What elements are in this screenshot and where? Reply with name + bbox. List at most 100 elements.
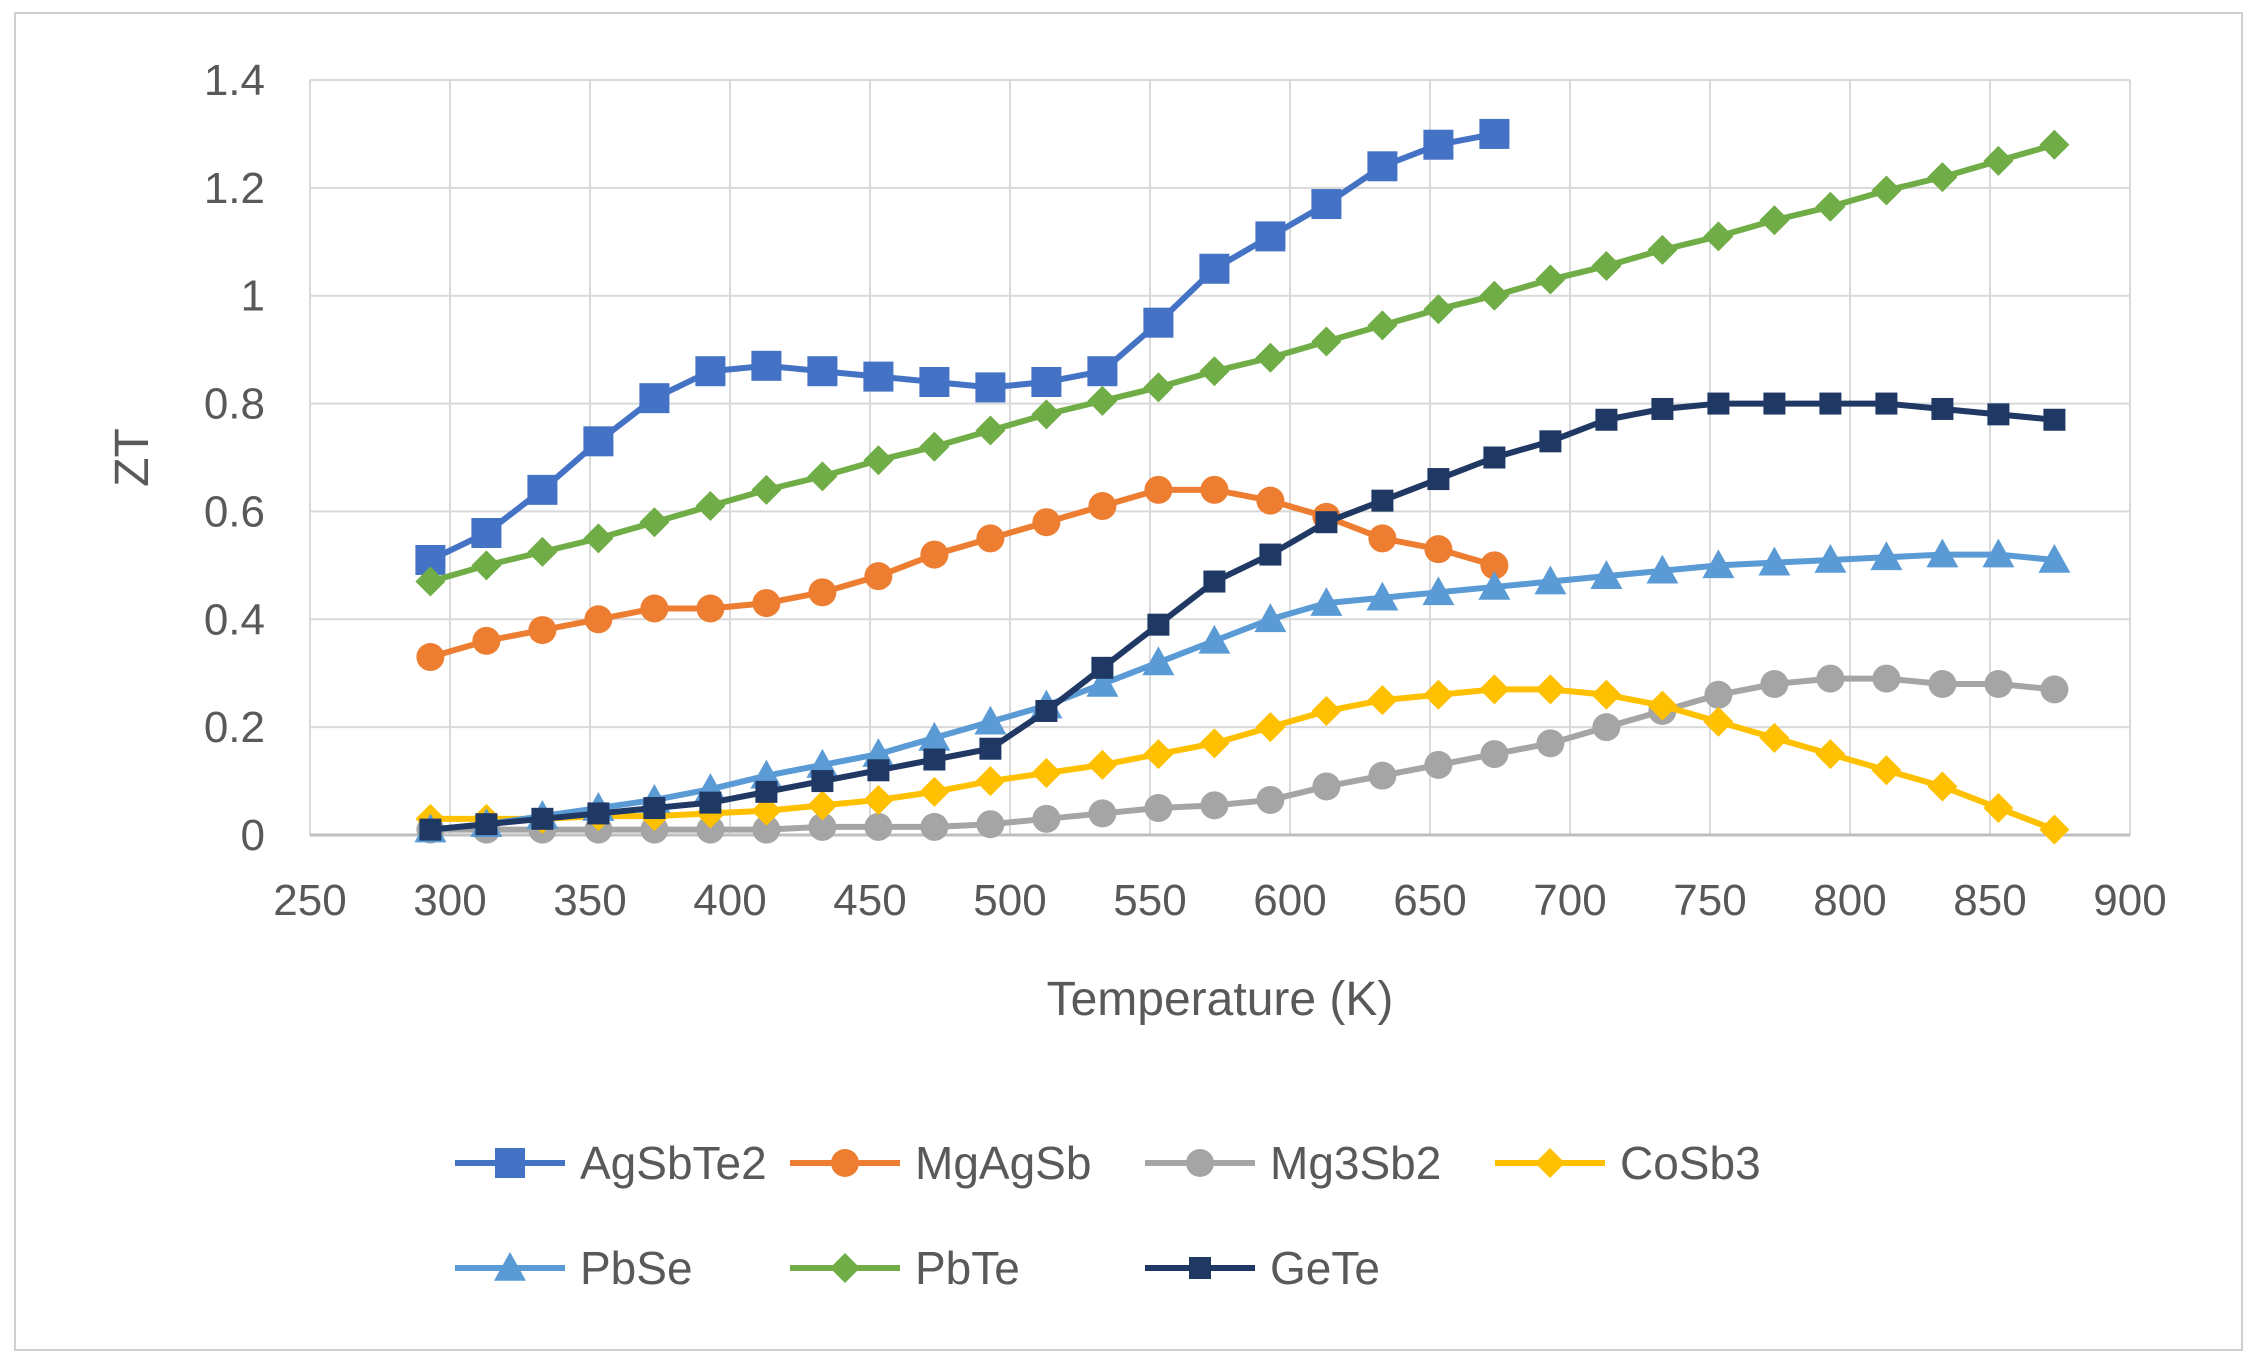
data-point-pbte [1087, 385, 1118, 416]
data-point-cosb3 [1647, 690, 1678, 721]
data-point-gete [531, 807, 554, 830]
data-point-pbse [1982, 538, 2015, 568]
data-point-cosb3 [1031, 757, 1062, 788]
data-point-gete [1931, 397, 1954, 420]
x-tick-label: 500 [973, 876, 1046, 925]
legend-label: Mg3Sb2 [1270, 1137, 1441, 1189]
data-point-agsbte2 [1479, 118, 1510, 149]
legend-label: PbTe [915, 1242, 1020, 1294]
legend-item-agsbte2: AgSbTe2 [455, 1137, 767, 1189]
data-point-gete [1987, 403, 2010, 426]
data-point-cosb3 [1535, 674, 1566, 705]
data-point-cosb3 [1871, 755, 1902, 786]
data-point-mg3sb2 [1368, 761, 1397, 790]
data-point-gete [419, 818, 442, 841]
data-point-pbte [1031, 399, 1062, 430]
x-tick-label: 700 [1533, 876, 1606, 925]
data-point-agsbte2 [751, 350, 782, 381]
x-tick-label: 600 [1253, 876, 1326, 925]
data-point-cosb3 [1983, 793, 2014, 824]
data-point-mg3sb2 [2040, 675, 2069, 704]
data-point-mg3sb2 [1928, 670, 1957, 698]
data-point-agsbte2 [1423, 129, 1454, 160]
tick-labels: 250 300 350 400 450 500 550 600 650 700 750 800 850 9… [204, 56, 2167, 925]
x-tick-label: 250 [273, 876, 346, 925]
data-point-mg3sb2 [864, 812, 893, 841]
legend-marker [1189, 1257, 1211, 1279]
data-point-pbte [1983, 145, 2014, 176]
data-point-cosb3 [1479, 674, 1510, 705]
series-line-pbte [427, 141, 2058, 585]
data-point-cosb3 [863, 784, 894, 815]
data-point-agsbte2 [639, 383, 670, 414]
data-point-pbse [1478, 570, 1511, 600]
data-point-mg3sb2 [752, 815, 781, 844]
data-point-agsbte2 [471, 518, 502, 548]
data-point-agsbte2 [695, 356, 726, 387]
legend-marker [831, 1149, 859, 1177]
data-point-gete [1875, 392, 1898, 415]
legend-label: GeTe [1270, 1242, 1380, 1294]
data-point-pbse [1534, 565, 1567, 595]
data-point-mg3sb2 [1032, 804, 1061, 833]
data-point-gete [643, 797, 666, 820]
series-mg3sb2 [416, 664, 2069, 844]
data-point-pbte [695, 491, 726, 522]
data-point-cosb3 [975, 766, 1006, 797]
x-tick-label: 450 [833, 876, 906, 925]
y-axis-title: ZT [106, 428, 159, 487]
data-point-gete [1147, 613, 1170, 636]
data-point-gete [1427, 468, 1450, 491]
data-point-mgagsb [528, 616, 557, 645]
data-point-mgagsb [416, 643, 445, 672]
y-tick-label: 0 [241, 811, 265, 860]
legend-label: MgAgSb [915, 1137, 1091, 1189]
data-point-pbte [583, 523, 614, 554]
data-point-mg3sb2 [1256, 785, 1285, 814]
data-point-mgagsb [1144, 475, 1173, 504]
data-point-pbse [1646, 554, 1679, 584]
data-point-cosb3 [1311, 695, 1342, 726]
legend-item-mgagsb: MgAgSb [790, 1137, 1091, 1189]
data-point-pbte [1423, 294, 1454, 325]
data-point-gete [867, 759, 890, 782]
data-point-pbse [1142, 646, 1175, 676]
legend-item-pbse: PbSe [455, 1242, 693, 1294]
series-line-pbse [427, 551, 2058, 833]
data-point-pbse [1198, 624, 1231, 654]
y-tick-label: 0.4 [204, 595, 265, 644]
data-point-cosb3 [1815, 739, 1846, 770]
data-point-pbse [1422, 576, 1455, 606]
data-point-mgagsb [640, 594, 669, 623]
series-gete [419, 392, 2066, 841]
data-point-gete [1763, 392, 1786, 415]
data-point-mg3sb2 [1704, 680, 1733, 709]
data-point-agsbte2 [1255, 221, 1286, 252]
y-tick-label: 0.6 [204, 487, 265, 536]
data-point-mg3sb2 [920, 812, 949, 841]
data-point-cosb3 [1367, 685, 1398, 716]
y-tick-label: 1.4 [204, 56, 265, 105]
data-point-pbte [1647, 234, 1678, 265]
series-line-gete [427, 400, 2058, 833]
data-point-pbte [471, 550, 502, 581]
data-point-gete [1595, 408, 1618, 431]
legend: AgSbTe2 MgAgSb Mg3Sb2 CoSb3 PbSe PbTe GeTe [455, 1137, 1761, 1294]
legend-label: PbSe [580, 1242, 693, 1294]
data-point-mg3sb2 [1424, 750, 1453, 779]
data-point-pbte [1815, 191, 1846, 222]
data-point-mgagsb [808, 578, 837, 607]
data-point-pbse [1254, 603, 1287, 633]
x-tick-label: 850 [1953, 876, 2026, 925]
data-point-mgagsb [1200, 475, 1229, 504]
series-layer [414, 118, 2071, 845]
data-point-gete [979, 737, 1002, 760]
series-pbte [415, 129, 2070, 597]
data-point-pbte [2039, 129, 2070, 160]
data-point-cosb3 [807, 790, 838, 821]
data-point-pbte [1591, 251, 1622, 282]
x-tick-label: 300 [413, 876, 486, 925]
data-point-agsbte2 [583, 426, 614, 457]
data-point-gete [1371, 489, 1394, 512]
data-point-pbte [1759, 205, 1790, 236]
